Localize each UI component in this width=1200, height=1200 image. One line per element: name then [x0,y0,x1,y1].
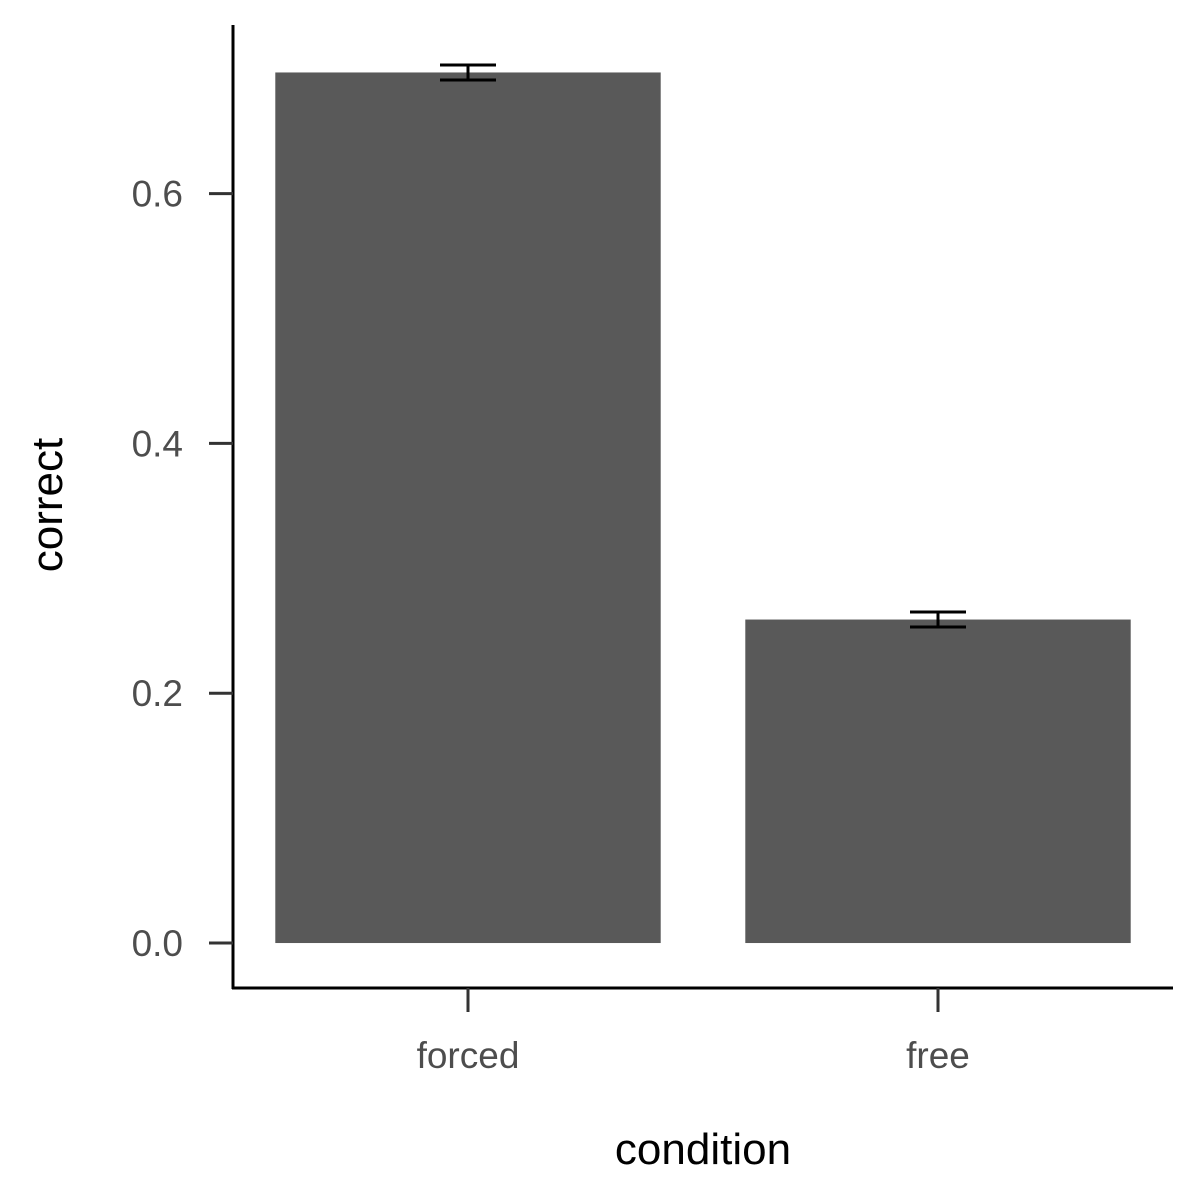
x-tick-label-forced: forced [417,1035,520,1076]
bar-forced [275,72,661,944]
y-tick-label: 0.4 [132,423,183,464]
x-axis-title: condition [615,1125,791,1174]
bars-layer [275,72,1131,944]
x-tick-label-free: free [906,1035,970,1076]
y-axis-title: correct [23,438,72,572]
y-tick-label: 0.0 [132,923,183,964]
labels-layer: 0.0 0.2 0.4 0.6 forced free [132,174,970,1076]
axes-layer [209,25,1173,1012]
bar-free [745,619,1131,944]
error-bar-free [910,610,966,629]
error-bar-forced [440,63,496,82]
error-bars-layer [440,63,966,629]
y-tick-label: 0.6 [132,174,183,215]
y-tick-label: 0.2 [132,673,183,714]
